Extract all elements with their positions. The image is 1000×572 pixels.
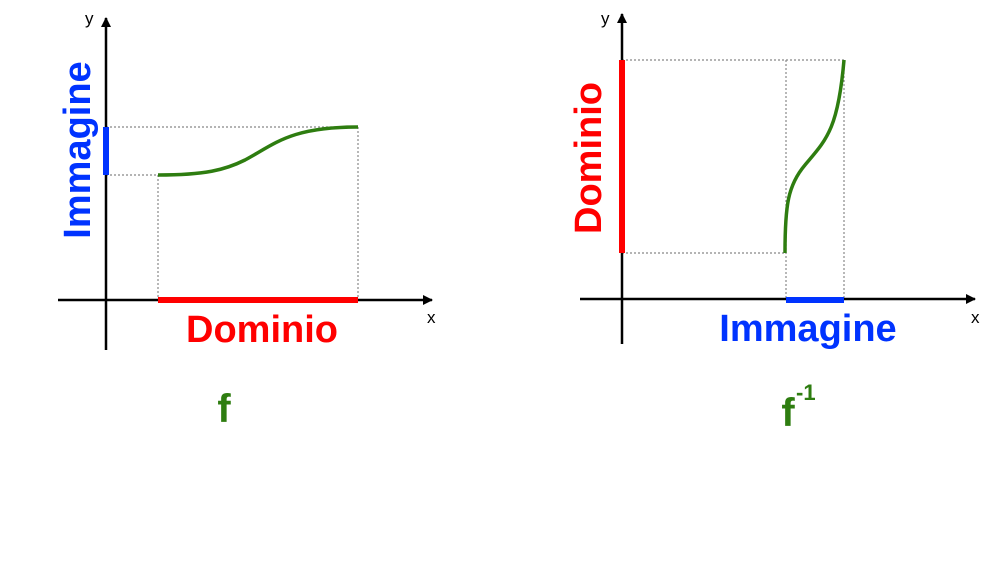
- right-function-label: f: [781, 391, 795, 435]
- right-x-axis-label: x: [971, 308, 980, 327]
- right-y-axis-label: y: [601, 9, 610, 28]
- left-y-axis-label: y: [85, 9, 94, 28]
- right-image-label: Immagine: [719, 308, 896, 350]
- right-function-superscript: -1: [796, 380, 816, 405]
- right-function-curve: [783, 59, 846, 254]
- right-diagram: y x Dominio Immagine f -1: [568, 9, 980, 435]
- left-guides: [106, 126, 359, 300]
- left-diagram: y x Immagine Dominio f: [57, 9, 436, 431]
- left-function-curve: [157, 125, 359, 177]
- left-domain-label: Dominio: [186, 309, 338, 351]
- left-image-label: Immagine: [57, 61, 99, 238]
- right-guides: [622, 59, 845, 300]
- left-x-axis-label: x: [427, 308, 436, 327]
- left-function-label: f: [217, 387, 231, 431]
- right-domain-label: Dominio: [568, 82, 610, 234]
